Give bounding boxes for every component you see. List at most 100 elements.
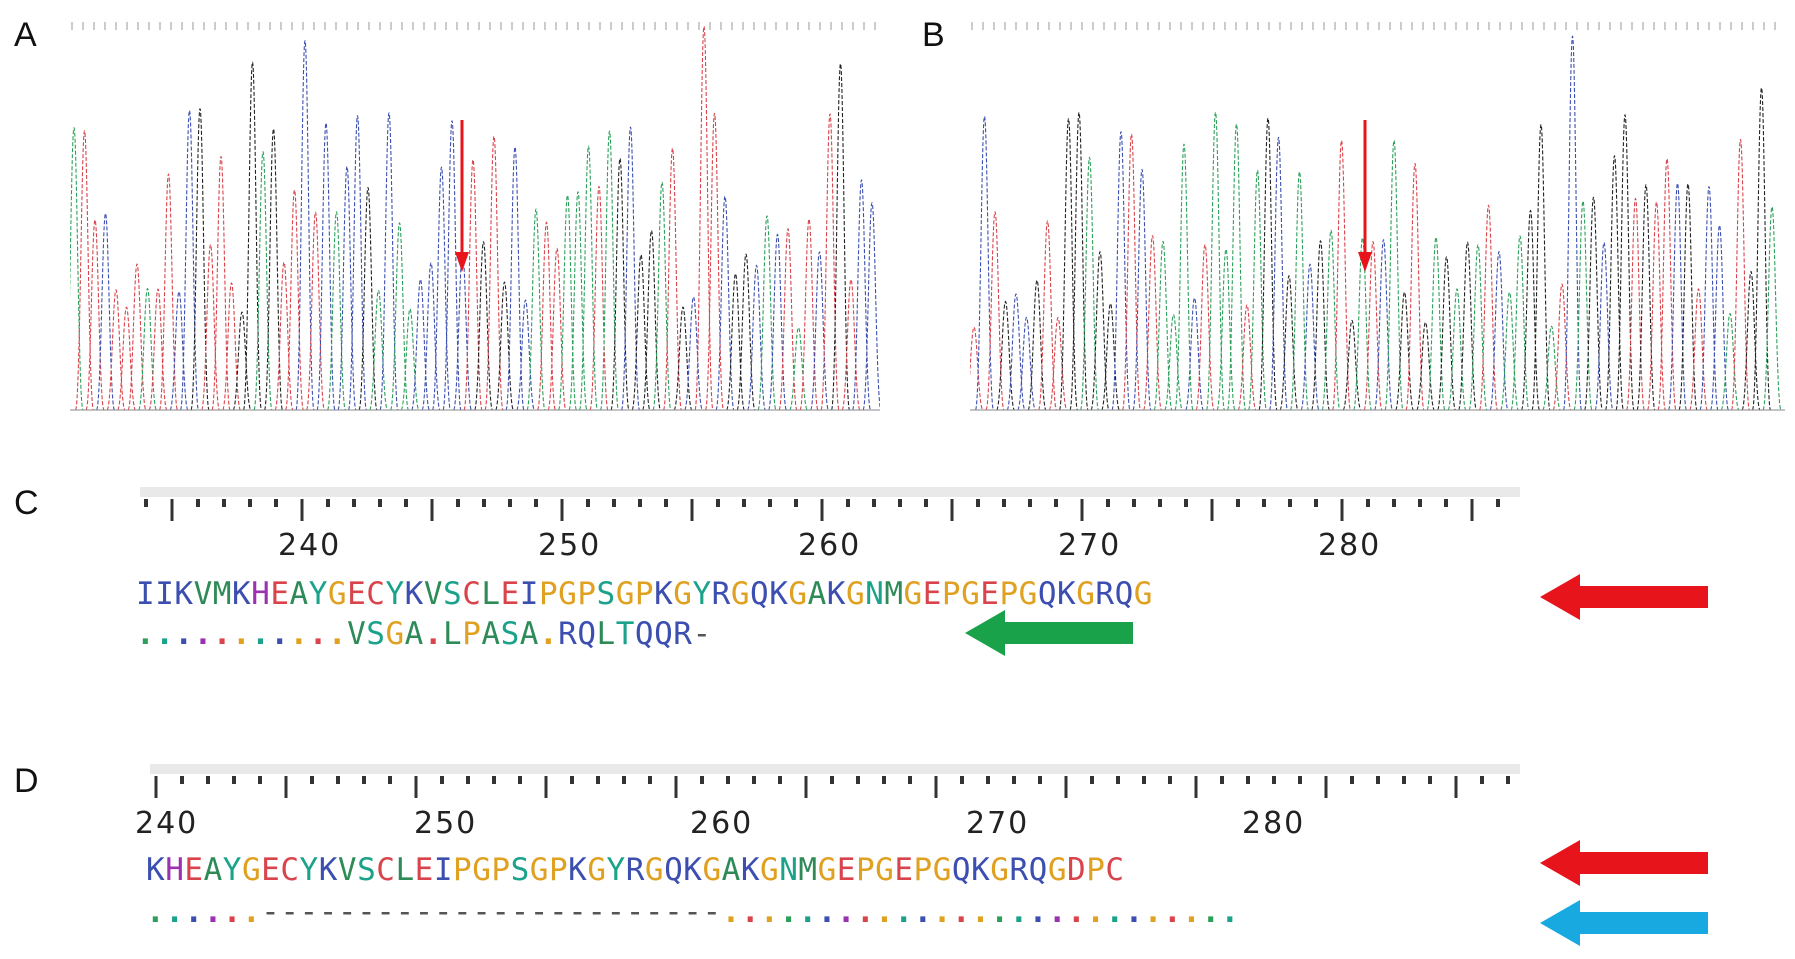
residue: V [423, 576, 443, 612]
trace-peak [736, 253, 756, 411]
trace-peak [1625, 197, 1646, 411]
residue: A [519, 616, 539, 652]
residue: L [395, 852, 415, 888]
trace-peak [463, 159, 483, 411]
residue: Q [750, 576, 770, 612]
trace-peak [1762, 206, 1782, 411]
trace-peak [1436, 256, 1457, 411]
residue: G [788, 576, 808, 612]
trace-peak [494, 281, 515, 411]
residue: N [779, 852, 799, 888]
trace-peak [263, 128, 284, 411]
residue: E [261, 852, 281, 888]
trace-peak [1310, 240, 1331, 411]
trace-peak [1499, 291, 1520, 411]
tick-label-d-280: 280 [1242, 806, 1306, 841]
trace-peak [1279, 275, 1299, 411]
trace-peak [1216, 248, 1236, 411]
residue: E [184, 852, 204, 888]
trace-peak [1636, 184, 1656, 411]
trace-peak [1352, 237, 1373, 411]
trace-peak [1730, 138, 1751, 411]
trace-peak [830, 63, 851, 411]
trace-peak [1573, 200, 1593, 411]
residue: N [865, 576, 885, 612]
trace-peak [95, 212, 116, 411]
trace-peak [526, 208, 546, 411]
trace-peak [1226, 123, 1247, 411]
residue: P [1086, 852, 1106, 888]
trace-peak [232, 311, 252, 411]
residue: K [174, 576, 194, 612]
residue: E [500, 576, 520, 612]
residue: - [357, 894, 377, 930]
residue: - [453, 894, 473, 930]
residue: K [1057, 576, 1077, 612]
residue: . [1028, 894, 1048, 930]
trace-peak [1184, 297, 1205, 411]
residue: D [1067, 852, 1087, 888]
blue-arrow-d [1540, 900, 1708, 946]
residue: R [711, 576, 731, 612]
residue: R [625, 852, 645, 888]
residue: V [193, 576, 213, 612]
trace-peak [1457, 241, 1478, 411]
residue: . [990, 894, 1010, 930]
trace-peak [1142, 235, 1163, 411]
trace-peak [179, 109, 200, 411]
trace-peak [1247, 169, 1268, 411]
trace-peak [1489, 250, 1509, 411]
residue: I [519, 576, 539, 612]
residue: Q [654, 616, 674, 652]
trace-peak [1615, 114, 1635, 411]
trace-peak [1531, 123, 1551, 411]
residue: P [855, 852, 876, 888]
residue: . [1105, 894, 1125, 930]
trace-peak [995, 300, 1016, 411]
residue: C [280, 852, 300, 888]
trace-peak [305, 211, 326, 411]
trace-peak [1594, 241, 1614, 411]
residue: I [433, 852, 453, 888]
trace-peak [190, 108, 210, 411]
residue: T [615, 616, 635, 652]
trace-peak [725, 273, 746, 411]
residue: . [146, 894, 166, 930]
residue: G [472, 852, 492, 888]
residue: K [231, 576, 252, 612]
residue: G [961, 576, 981, 612]
trace-peak [221, 282, 242, 411]
residue: Y [222, 852, 242, 888]
trace-peak [1751, 87, 1772, 411]
trace-peak [1510, 235, 1530, 411]
residue: G [730, 576, 750, 612]
trace-peak [1048, 317, 1068, 411]
residue: . [721, 894, 741, 930]
ruler-ticks-d [154, 776, 1510, 798]
residue: Q [1114, 576, 1134, 612]
residue: S [510, 852, 530, 888]
trace-peak [1478, 204, 1499, 411]
residue: V [337, 852, 358, 888]
residue: G [875, 852, 895, 888]
residue: E [347, 576, 367, 612]
residue: C [376, 852, 396, 888]
trace-peak [1541, 325, 1562, 411]
residue: - [702, 894, 722, 930]
trace-peak [1678, 183, 1698, 411]
residue: . [836, 894, 856, 930]
trace-peak [1741, 270, 1761, 411]
trace-peak [1174, 143, 1194, 411]
residue: P [913, 852, 933, 888]
residue: . [174, 616, 194, 652]
residue: . [913, 894, 933, 930]
residue: . [241, 894, 262, 930]
trace-peak [274, 261, 294, 411]
residue: - [587, 894, 607, 930]
trace-peak [337, 165, 357, 411]
residue: . [136, 616, 156, 652]
residue: H [165, 852, 185, 888]
trace-peak [1720, 313, 1740, 411]
residue: Q [1028, 852, 1048, 888]
trace-peak [1520, 209, 1541, 411]
